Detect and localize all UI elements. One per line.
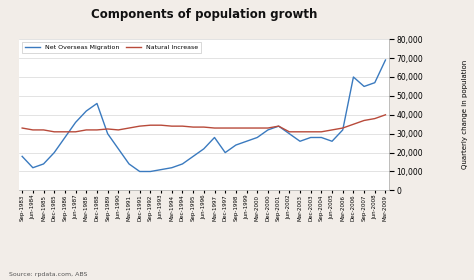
- Net Overseas Migration: [329, 140, 335, 143]
- Net Overseas Migration: [73, 121, 78, 124]
- Net Overseas Migration: [286, 132, 292, 135]
- Natural Increase: [383, 113, 388, 116]
- Natural Increase: [116, 128, 121, 132]
- Net Overseas Migration: [19, 155, 25, 158]
- Net Overseas Migration: [340, 128, 346, 132]
- Legend: Net Overseas Migration, Natural Increase: Net Overseas Migration, Natural Increase: [22, 42, 201, 53]
- Natural Increase: [41, 128, 46, 132]
- Net Overseas Migration: [361, 85, 367, 88]
- Natural Increase: [94, 128, 100, 132]
- Natural Increase: [286, 130, 292, 134]
- Natural Increase: [169, 124, 174, 128]
- Natural Increase: [190, 125, 196, 129]
- Text: Source: rpdata.com, ABS: Source: rpdata.com, ABS: [9, 272, 88, 277]
- Net Overseas Migration: [297, 140, 303, 143]
- Natural Increase: [212, 126, 218, 130]
- Net Overseas Migration: [30, 166, 36, 169]
- Net Overseas Migration: [105, 132, 110, 135]
- Natural Increase: [255, 126, 260, 130]
- Net Overseas Migration: [372, 81, 378, 84]
- Net Overseas Migration: [233, 143, 239, 147]
- Net Overseas Migration: [83, 109, 89, 113]
- Net Overseas Migration: [51, 151, 57, 154]
- Natural Increase: [329, 128, 335, 132]
- Text: Components of population growth: Components of population growth: [91, 8, 317, 21]
- Net Overseas Migration: [180, 162, 185, 165]
- Net Overseas Migration: [62, 136, 68, 139]
- Natural Increase: [158, 123, 164, 127]
- Net Overseas Migration: [244, 140, 249, 143]
- Net Overseas Migration: [265, 128, 271, 132]
- Natural Increase: [276, 124, 282, 128]
- Natural Increase: [73, 130, 78, 134]
- Natural Increase: [126, 126, 132, 130]
- Natural Increase: [147, 123, 153, 127]
- Natural Increase: [340, 126, 346, 130]
- Natural Increase: [265, 126, 271, 130]
- Natural Increase: [105, 127, 110, 131]
- Net Overseas Migration: [94, 102, 100, 105]
- Net Overseas Migration: [383, 58, 388, 62]
- Natural Increase: [297, 130, 303, 134]
- Net Overseas Migration: [158, 168, 164, 171]
- Natural Increase: [83, 128, 89, 132]
- Net Overseas Migration: [201, 147, 207, 151]
- Net Overseas Migration: [147, 170, 153, 173]
- Natural Increase: [244, 126, 249, 130]
- Net Overseas Migration: [222, 151, 228, 154]
- Natural Increase: [19, 126, 25, 130]
- Natural Increase: [201, 125, 207, 129]
- Natural Increase: [51, 130, 57, 134]
- Natural Increase: [319, 130, 324, 134]
- Natural Increase: [361, 119, 367, 122]
- Y-axis label: Quarterly change in population: Quarterly change in population: [462, 60, 468, 169]
- Natural Increase: [62, 130, 68, 134]
- Line: Net Overseas Migration: Net Overseas Migration: [22, 60, 385, 171]
- Natural Increase: [180, 124, 185, 128]
- Natural Increase: [351, 123, 356, 126]
- Net Overseas Migration: [190, 155, 196, 158]
- Net Overseas Migration: [319, 136, 324, 139]
- Natural Increase: [233, 126, 239, 130]
- Net Overseas Migration: [351, 75, 356, 79]
- Net Overseas Migration: [116, 147, 121, 151]
- Net Overseas Migration: [137, 170, 143, 173]
- Net Overseas Migration: [276, 124, 282, 128]
- Natural Increase: [30, 128, 36, 132]
- Net Overseas Migration: [126, 162, 132, 165]
- Natural Increase: [308, 130, 313, 134]
- Net Overseas Migration: [255, 136, 260, 139]
- Net Overseas Migration: [169, 166, 174, 169]
- Net Overseas Migration: [41, 162, 46, 165]
- Natural Increase: [137, 124, 143, 128]
- Net Overseas Migration: [212, 136, 218, 139]
- Natural Increase: [222, 126, 228, 130]
- Natural Increase: [372, 117, 378, 120]
- Line: Natural Increase: Natural Increase: [22, 115, 385, 132]
- Net Overseas Migration: [308, 136, 313, 139]
